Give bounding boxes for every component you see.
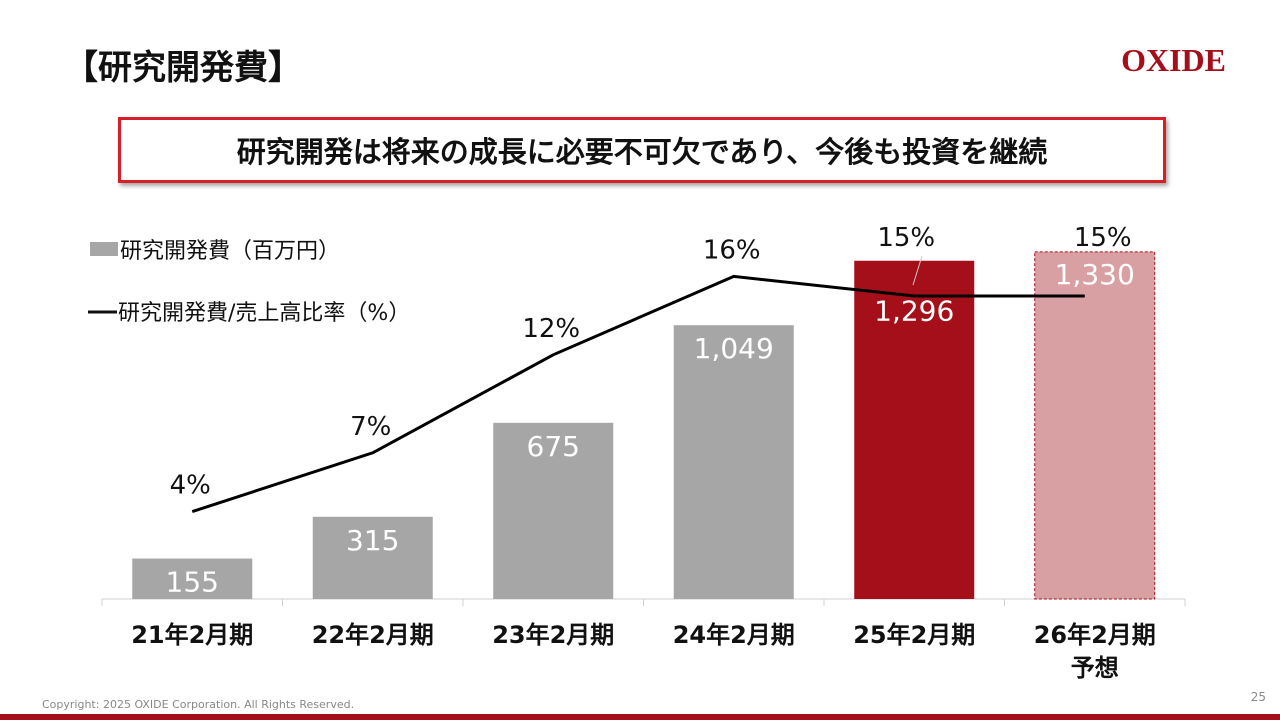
legend-bar-label: 研究開発費（百万円）	[120, 239, 340, 264]
ratio-label: 15%	[877, 223, 935, 253]
ratio-label: 16%	[703, 235, 761, 265]
ratio-label: 15%	[1074, 223, 1132, 253]
x-tick-label: 24年2月期	[673, 621, 795, 649]
bar	[312, 516, 433, 599]
ratio-label: 12%	[522, 314, 580, 344]
bar-value-label: 1,049	[694, 332, 774, 365]
bar-value-label: 155	[166, 566, 219, 599]
page-number: 25	[1250, 690, 1266, 704]
x-tick-label: 26年2月期	[1034, 621, 1156, 649]
footer-bar	[0, 714, 1280, 720]
ratio-line	[191, 274, 1085, 514]
oxide-logo: OXIDE	[1121, 42, 1226, 78]
bar-value-label: 315	[346, 524, 399, 557]
x-tick-label: 23年2月期	[492, 621, 614, 649]
bar	[673, 325, 794, 599]
x-tick-label: 25年2月期	[853, 621, 975, 649]
legend-bar-swatch	[90, 242, 118, 256]
x-tick-label: 予想	[1071, 654, 1119, 682]
x-tick-label: 22年2月期	[312, 621, 434, 649]
legend-line-label: 研究開発費/売上高比率（%）	[118, 301, 410, 326]
page-title: 【研究開発費】	[64, 48, 302, 88]
bar-value-label: 1,330	[1055, 258, 1135, 291]
bar-value-label: 1,296	[874, 295, 954, 328]
bar	[132, 558, 253, 599]
ratio-label: 4%	[170, 471, 211, 501]
bar	[493, 422, 614, 599]
copyright: Copyright: 2025 OXIDE Corporation. All R…	[42, 698, 355, 711]
bar	[1034, 251, 1156, 600]
key-message-banner: 研究開発は将来の成長に必要不可欠であり、今後も投資を継続	[118, 117, 1166, 183]
bar-value-label: 675	[527, 430, 580, 463]
x-tick-label: 21年2月期	[131, 621, 253, 649]
bar	[854, 260, 975, 599]
leader-line	[912, 255, 923, 286]
ratio-label: 7%	[350, 412, 391, 442]
